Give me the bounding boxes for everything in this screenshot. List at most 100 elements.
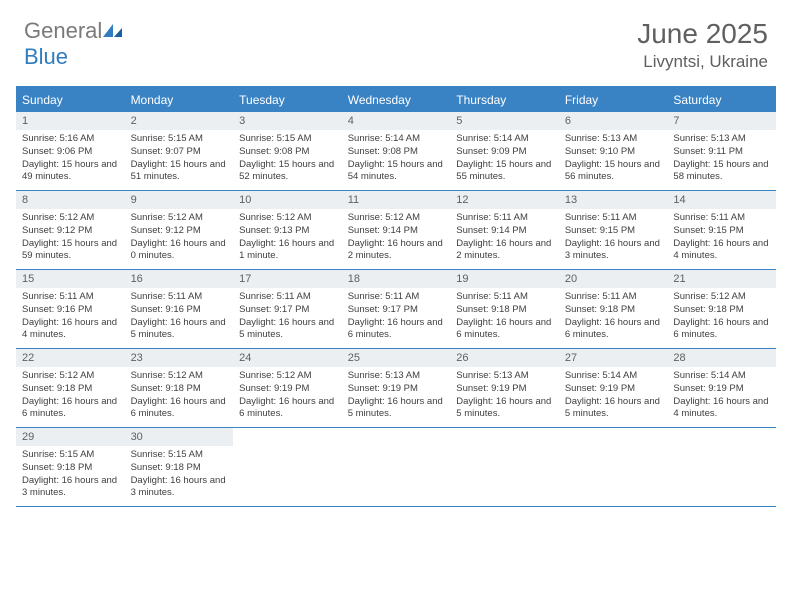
daylight-line: Daylight: 16 hours and 2 minutes.	[348, 238, 445, 264]
day-cell: 28Sunrise: 5:14 AMSunset: 9:19 PMDayligh…	[667, 349, 776, 427]
sunrise-line: Sunrise: 5:14 AM	[565, 370, 662, 383]
sunrise-line: Sunrise: 5:11 AM	[456, 291, 553, 304]
day-number: 19	[450, 270, 559, 288]
day-body: Sunrise: 5:11 AMSunset: 9:16 PMDaylight:…	[125, 288, 234, 346]
sunset-line: Sunset: 9:14 PM	[456, 225, 553, 238]
daylight-line: Daylight: 16 hours and 3 minutes.	[22, 475, 119, 501]
day-number: 26	[450, 349, 559, 367]
day-number: 25	[342, 349, 451, 367]
sunrise-line: Sunrise: 5:11 AM	[673, 212, 770, 225]
day-number: 30	[125, 428, 234, 446]
day-body: Sunrise: 5:11 AMSunset: 9:18 PMDaylight:…	[450, 288, 559, 346]
day-body: Sunrise: 5:13 AMSunset: 9:11 PMDaylight:…	[667, 130, 776, 188]
day-cell: 17Sunrise: 5:11 AMSunset: 9:17 PMDayligh…	[233, 270, 342, 348]
sunrise-line: Sunrise: 5:12 AM	[131, 212, 228, 225]
day-body: Sunrise: 5:12 AMSunset: 9:19 PMDaylight:…	[233, 367, 342, 425]
day-cell: 5Sunrise: 5:14 AMSunset: 9:09 PMDaylight…	[450, 112, 559, 190]
sunrise-line: Sunrise: 5:12 AM	[22, 212, 119, 225]
day-body: Sunrise: 5:14 AMSunset: 9:19 PMDaylight:…	[667, 367, 776, 425]
day-number: 17	[233, 270, 342, 288]
day-cell: 16Sunrise: 5:11 AMSunset: 9:16 PMDayligh…	[125, 270, 234, 348]
sunset-line: Sunset: 9:19 PM	[565, 383, 662, 396]
day-number: 8	[16, 191, 125, 209]
day-body: Sunrise: 5:15 AMSunset: 9:18 PMDaylight:…	[16, 446, 125, 504]
day-cell	[559, 428, 668, 506]
day-number: 9	[125, 191, 234, 209]
day-cell: 26Sunrise: 5:13 AMSunset: 9:19 PMDayligh…	[450, 349, 559, 427]
day-body: Sunrise: 5:11 AMSunset: 9:16 PMDaylight:…	[16, 288, 125, 346]
daylight-line: Daylight: 16 hours and 6 minutes.	[131, 396, 228, 422]
day-body: Sunrise: 5:14 AMSunset: 9:09 PMDaylight:…	[450, 130, 559, 188]
day-number: 16	[125, 270, 234, 288]
day-cell: 15Sunrise: 5:11 AMSunset: 9:16 PMDayligh…	[16, 270, 125, 348]
daylight-line: Daylight: 16 hours and 5 minutes.	[565, 396, 662, 422]
sunset-line: Sunset: 9:19 PM	[348, 383, 445, 396]
sunrise-line: Sunrise: 5:13 AM	[348, 370, 445, 383]
sunset-line: Sunset: 9:18 PM	[456, 304, 553, 317]
week-row: 8Sunrise: 5:12 AMSunset: 9:12 PMDaylight…	[16, 191, 776, 270]
day-cell: 23 Sunrise: 5:12 AMSunset: 9:18 PMDayligh…	[125, 349, 234, 427]
day-number: 2	[125, 112, 234, 130]
day-number: 23	[125, 349, 234, 367]
weekday-header: Monday	[125, 88, 234, 112]
day-cell: 8Sunrise: 5:12 AMSunset: 9:12 PMDaylight…	[16, 191, 125, 269]
sunrise-line: Sunrise: 5:11 AM	[22, 291, 119, 304]
day-cell: 12Sunrise: 5:11 AMSunset: 9:14 PMDayligh…	[450, 191, 559, 269]
logo-part2: Blue	[24, 44, 68, 69]
day-body: Sunrise: 5:12 AMSunset: 9:13 PMDaylight:…	[233, 209, 342, 267]
sunrise-line: Sunrise: 5:11 AM	[348, 291, 445, 304]
day-cell: 22Sunrise: 5:12 AMSunset: 9:18 PMDayligh…	[16, 349, 125, 427]
day-cell	[342, 428, 451, 506]
day-cell: 10Sunrise: 5:12 AMSunset: 9:13 PMDayligh…	[233, 191, 342, 269]
week-row: 29Sunrise: 5:15 AMSunset: 9:18 PMDayligh…	[16, 428, 776, 507]
day-number: 24	[233, 349, 342, 367]
day-number: 10	[233, 191, 342, 209]
day-number: 28	[667, 349, 776, 367]
sunrise-line: Sunrise: 5:15 AM	[131, 133, 228, 146]
sunset-line: Sunset: 9:18 PM	[131, 462, 228, 475]
day-body: Sunrise: 5:15 AMSunset: 9:07 PMDaylight:…	[125, 130, 234, 188]
sunset-line: Sunset: 9:17 PM	[348, 304, 445, 317]
weekday-header: Sunday	[16, 88, 125, 112]
day-body: Sunrise: 5:16 AMSunset: 9:06 PMDaylight:…	[16, 130, 125, 188]
day-number	[233, 428, 342, 446]
daylight-line: Daylight: 16 hours and 3 minutes.	[565, 238, 662, 264]
day-cell: 29Sunrise: 5:15 AMSunset: 9:18 PMDayligh…	[16, 428, 125, 506]
sunset-line: Sunset: 9:06 PM	[22, 146, 119, 159]
day-body: Sunrise: 5:11 AMSunset: 9:18 PMDaylight:…	[559, 288, 668, 346]
sunset-line: Sunset: 9:11 PM	[673, 146, 770, 159]
month-title: June 2025	[637, 18, 768, 50]
sunrise-line: Sunrise: 5:13 AM	[673, 133, 770, 146]
day-number: 22	[16, 349, 125, 367]
day-cell: 14Sunrise: 5:11 AMSunset: 9:15 PMDayligh…	[667, 191, 776, 269]
sunset-line: Sunset: 9:18 PM	[131, 383, 228, 396]
day-cell	[233, 428, 342, 506]
daylight-line: Daylight: 15 hours and 49 minutes.	[22, 159, 119, 185]
sunset-line: Sunset: 9:15 PM	[673, 225, 770, 238]
day-number: 4	[342, 112, 451, 130]
sunrise-line: Sunrise: 5:12 AM	[673, 291, 770, 304]
day-cell	[450, 428, 559, 506]
daylight-line: Daylight: 15 hours and 52 minutes.	[239, 159, 336, 185]
day-body: Sunrise: 5:12 AMSunset: 9:12 PMDaylight:…	[16, 209, 125, 267]
sunset-line: Sunset: 9:14 PM	[348, 225, 445, 238]
daylight-line: Daylight: 16 hours and 6 minutes.	[239, 396, 336, 422]
day-body: Sunrise: 5:13 AMSunset: 9:19 PMDaylight:…	[450, 367, 559, 425]
sunset-line: Sunset: 9:16 PM	[22, 304, 119, 317]
day-body: Sunrise: 5:11 AMSunset: 9:17 PMDaylight:…	[342, 288, 451, 346]
day-cell: 18Sunrise: 5:11 AMSunset: 9:17 PMDayligh…	[342, 270, 451, 348]
sunrise-line: Sunrise: 5:12 AM	[131, 370, 228, 383]
day-cell: 9Sunrise: 5:12 AMSunset: 9:12 PMDaylight…	[125, 191, 234, 269]
daylight-line: Daylight: 16 hours and 4 minutes.	[673, 238, 770, 264]
day-cell: 25Sunrise: 5:13 AMSunset: 9:19 PMDayligh…	[342, 349, 451, 427]
day-number: 15	[16, 270, 125, 288]
weekday-header: Saturday	[667, 88, 776, 112]
sunset-line: Sunset: 9:19 PM	[456, 383, 553, 396]
day-number: 7	[667, 112, 776, 130]
day-body: Sunrise: 5:11 AMSunset: 9:15 PMDaylight:…	[559, 209, 668, 267]
day-body: Sunrise: 5:13 AMSunset: 9:10 PMDaylight:…	[559, 130, 668, 188]
day-body: Sunrise: 5:11 AMSunset: 9:17 PMDaylight:…	[233, 288, 342, 346]
week-row: 15Sunrise: 5:11 AMSunset: 9:16 PMDayligh…	[16, 270, 776, 349]
weekday-row: SundayMondayTuesdayWednesdayThursdayFrid…	[16, 88, 776, 112]
daylight-line: Daylight: 16 hours and 6 minutes.	[456, 317, 553, 343]
